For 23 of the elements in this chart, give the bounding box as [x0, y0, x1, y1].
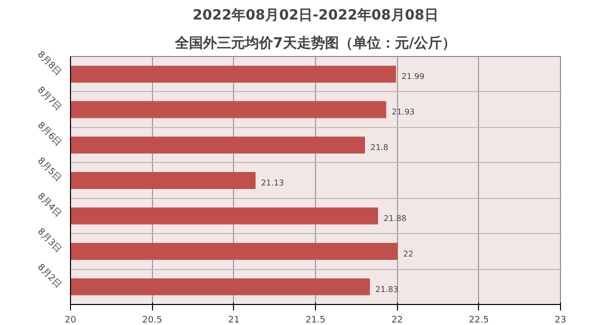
data-label: 21.8: [370, 143, 388, 152]
data-label: 21.83: [375, 284, 398, 294]
data-label: 21.88: [384, 214, 406, 223]
x-tick-label: 22: [391, 316, 403, 325]
x-tick-label: 23: [554, 316, 566, 325]
y-tick-label: 8月8日: [35, 50, 64, 78]
x-tick-label: 22.5: [468, 316, 489, 325]
x-tick-label: 20: [64, 316, 76, 325]
chart-subtitle: 全国外三元均价7天走势图（单位：元/公斤）: [174, 34, 456, 52]
y-tick-label: 8月7日: [35, 85, 64, 114]
y-tick-label: 8月4日: [35, 192, 64, 220]
y-tick-label: 8月6日: [35, 120, 64, 149]
data-label: 21.99: [402, 72, 424, 82]
x-tick-label: 21.5: [305, 316, 326, 325]
data-label: 21.93: [392, 108, 415, 117]
data-label: 22: [403, 249, 414, 258]
data-label: 21.13: [261, 178, 284, 188]
y-tick-label: 8月3日: [35, 226, 64, 255]
chart-title: 2022年08月02日-2022年08月08日: [192, 8, 438, 24]
x-tick-label: 20.5: [142, 316, 162, 325]
x-tick-label: 21: [228, 316, 240, 325]
y-tick-label: 8月2日: [35, 262, 64, 290]
y-tick-label: 8月5日: [35, 156, 64, 184]
